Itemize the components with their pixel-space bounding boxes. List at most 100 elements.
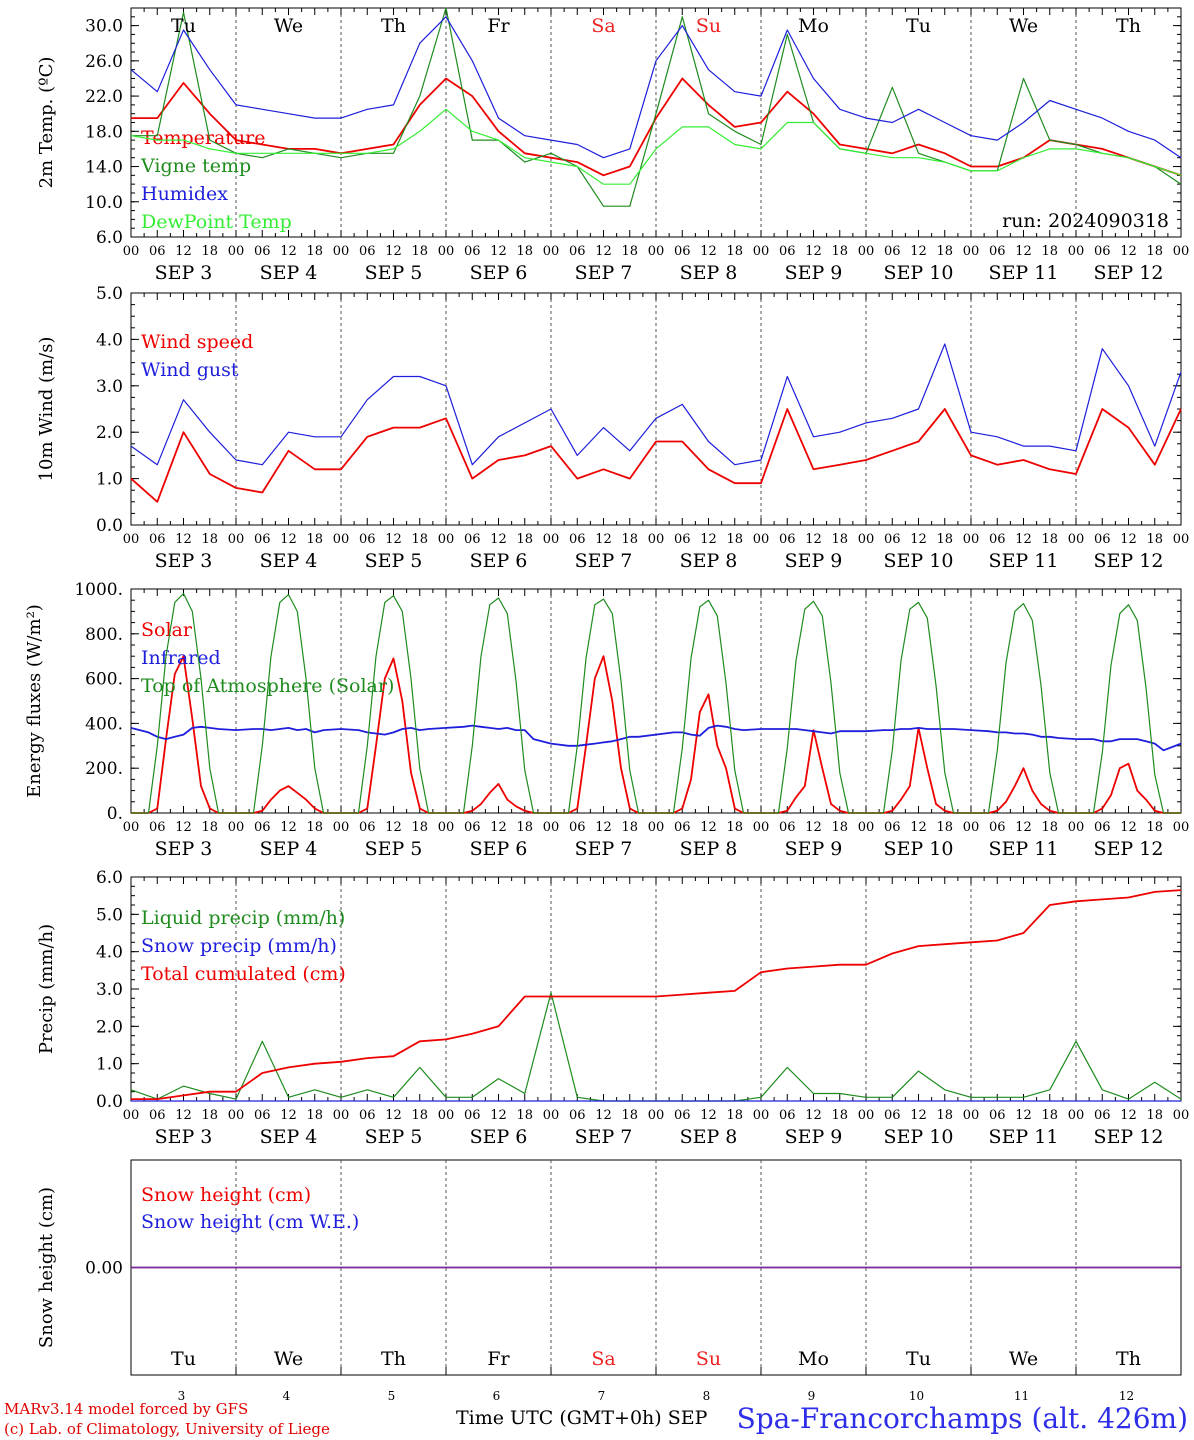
day-number-label: 12 — [1119, 1389, 1134, 1403]
x-tick-label: 00 — [228, 532, 245, 547]
y-tick-label: 0.0 — [96, 516, 123, 536]
date-label: SEP 9 — [785, 838, 843, 860]
x-tick-label: 12 — [280, 532, 297, 547]
x-tick-label: 06 — [149, 820, 166, 835]
y-tick-label: 400. — [85, 714, 123, 734]
x-tick-label: 12 — [910, 244, 927, 259]
x-tick-label: 00 — [438, 244, 455, 259]
x-tick-label: 00 — [123, 244, 140, 259]
x-tick-label: 00 — [648, 820, 665, 835]
x-tick-label: 00 — [963, 244, 980, 259]
x-tick-label: 00 — [648, 1108, 665, 1123]
weekday-label-bottom: Su — [696, 1348, 721, 1370]
x-tick-label: 06 — [989, 820, 1006, 835]
date-label: SEP 7 — [575, 1126, 633, 1148]
day-number-label: 7 — [598, 1389, 606, 1403]
date-label: SEP 7 — [575, 838, 633, 860]
weekday-label-top: We — [1009, 15, 1038, 37]
x-tick-label: 18 — [411, 244, 428, 259]
x-tick-label: 18 — [306, 1108, 323, 1123]
x-tick-label: 18 — [1146, 244, 1163, 259]
x-tick-label: 06 — [569, 244, 586, 259]
x-tick-label: 06 — [359, 244, 376, 259]
x-tick-label: 12 — [805, 532, 822, 547]
x-tick-label: 06 — [464, 532, 481, 547]
x-tick-label: 00 — [648, 532, 665, 547]
weekday-label-top: Tu — [906, 15, 931, 37]
weekday-label-bottom: Th — [1116, 1348, 1141, 1370]
x-tick-label: 18 — [621, 820, 638, 835]
x-tick-label: 18 — [201, 1108, 218, 1123]
x-tick-label: 18 — [516, 244, 533, 259]
x-tick-label: 00 — [648, 244, 665, 259]
x-tick-label: 00 — [1173, 1108, 1190, 1123]
x-tick-label: 00 — [123, 1108, 140, 1123]
date-label: SEP 11 — [989, 550, 1059, 572]
y-tick-label: 1.0 — [96, 1055, 123, 1075]
y-tick-label: 18.0 — [85, 122, 123, 142]
x-tick-label: 06 — [884, 244, 901, 259]
series-line — [130, 724, 1182, 752]
day-number-label: 10 — [909, 1389, 924, 1403]
weekday-label-top: Tu — [171, 15, 196, 37]
y-tick-label: 3.0 — [96, 377, 123, 397]
weekday-label-top: Fr — [487, 15, 510, 37]
x-tick-label: 06 — [989, 532, 1006, 547]
x-tick-label: 06 — [254, 532, 271, 547]
date-label: SEP 10 — [884, 262, 954, 284]
y-tick-label: 200. — [85, 759, 123, 779]
x-tick-label: 18 — [726, 532, 743, 547]
x-tick-label: 12 — [490, 532, 507, 547]
x-tick-label: 18 — [621, 244, 638, 259]
x-tick-label: 18 — [516, 532, 533, 547]
x-tick-label: 06 — [464, 244, 481, 259]
weekday-label-bottom: Sa — [591, 1348, 615, 1370]
x-tick-label: 12 — [1120, 1108, 1137, 1123]
date-label: SEP 3 — [155, 550, 213, 572]
x-tick-label: 12 — [1120, 820, 1137, 835]
x-tick-label: 06 — [254, 1108, 271, 1123]
series-line — [130, 108, 1182, 185]
date-label: SEP 4 — [260, 838, 318, 860]
y-tick-label: 14.0 — [85, 158, 123, 178]
x-tick-label: 00 — [438, 1108, 455, 1123]
x-tick-label: 00 — [1068, 1108, 1085, 1123]
weekday-label-top: We — [274, 15, 303, 37]
x-tick-label: 00 — [333, 244, 350, 259]
x-tick-label: 12 — [910, 1108, 927, 1123]
x-tick-label: 18 — [726, 244, 743, 259]
date-label: SEP 11 — [989, 1126, 1059, 1148]
x-tick-label: 06 — [254, 820, 271, 835]
x-tick-label: 06 — [569, 532, 586, 547]
x-tick-label: 18 — [621, 532, 638, 547]
date-label: SEP 8 — [680, 550, 738, 572]
day-number-label: 4 — [283, 1389, 291, 1403]
date-label: SEP 10 — [884, 1126, 954, 1148]
x-tick-label: 12 — [1015, 532, 1032, 547]
x-tick-label: 18 — [831, 1108, 848, 1123]
x-tick-label: 18 — [831, 244, 848, 259]
weekday-label-bottom: Th — [381, 1348, 406, 1370]
weekday-label-top: Su — [696, 15, 721, 37]
legend-entry: Liquid precip (mm/h) — [141, 907, 345, 929]
x-tick-label: 06 — [569, 1108, 586, 1123]
x-tick-label: 18 — [1146, 820, 1163, 835]
x-tick-label: 06 — [884, 820, 901, 835]
x-tick-label: 12 — [910, 820, 927, 835]
x-tick-label: 12 — [595, 532, 612, 547]
x-tick-label: 06 — [149, 1108, 166, 1123]
x-tick-label: 06 — [569, 820, 586, 835]
x-tick-label: 00 — [1068, 820, 1085, 835]
x-tick-label: 12 — [280, 820, 297, 835]
y-tick-label: 5.0 — [96, 284, 123, 304]
x-tick-label: 06 — [1094, 532, 1111, 547]
x-tick-label: 00 — [543, 1108, 560, 1123]
x-tick-label: 12 — [805, 820, 822, 835]
x-tick-label: 12 — [175, 244, 192, 259]
x-tick-label: 12 — [280, 244, 297, 259]
day-number-label: 3 — [178, 1389, 186, 1403]
date-label: SEP 5 — [365, 838, 423, 860]
x-tick-label: 18 — [936, 820, 953, 835]
y-tick-label: 1000. — [74, 580, 123, 600]
x-tick-label: 00 — [858, 532, 875, 547]
